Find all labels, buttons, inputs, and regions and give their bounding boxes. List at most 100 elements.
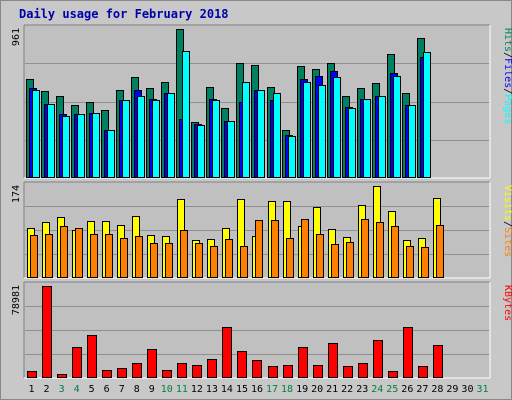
hits-panel-bar-pages-18 [288,136,296,178]
visits-panel-bar-sites-2 [45,234,53,278]
x-tick-label-27: 27 [416,384,428,395]
hits-panel-bar-pages-4 [77,114,85,178]
hits-panel-bar-pages-26 [408,105,416,178]
kbytes-panel-legend: KBytes [502,285,512,321]
x-tick-label-9: 9 [149,384,155,395]
x-tick-label-16: 16 [251,384,263,395]
visits-panel-legend-item-0: Visits [502,185,512,221]
visits-panel-bar-sites-27 [421,247,429,278]
hits-panel-bar-pages-13 [212,100,220,178]
hits-panel-bar-pages-2 [47,104,55,178]
visits-panel-legend-item-2: Sites [502,227,512,257]
visits-panel-bar-sites-11 [180,230,188,278]
hits-panel-bar-pages-20 [318,85,326,178]
kbytes-panel-bar-kbytes-2 [42,286,52,378]
x-tick-label-18: 18 [281,384,293,395]
hits-panel-legend-item-3: / [502,88,512,94]
hits-panel-legend: Hits/Files/Pages [502,28,512,124]
kbytes-panel-bar-kbytes-27 [418,366,428,378]
visits-panel-bar-sites-3 [60,226,68,278]
visits-panel-bar-sites-15 [240,246,248,278]
x-tick-label-20: 20 [311,384,323,395]
visits-panel-bar-sites-6 [105,234,113,278]
visits-panel-legend-item-1: / [502,221,512,227]
kbytes-panel-bar-kbytes-5 [87,335,97,378]
visits-panel-bar-sites-21 [331,244,339,278]
visits-panel-bar-sites-9 [150,243,158,278]
hits-panel-bar-pages-17 [273,93,281,178]
visits-panel-bar-sites-8 [135,236,143,278]
hits-panel-legend-item-0: Hits [502,28,512,52]
kbytes-panel-bar-kbytes-28 [433,345,443,378]
kbytes-panel-bar-kbytes-25 [388,371,398,378]
hits-panel-bar-pages-14 [227,121,235,178]
x-tick-label-30: 30 [461,384,473,395]
kbytes-panel-legend-item-0: KBytes [502,285,512,321]
visits-panel-bar-sites-16 [255,220,263,278]
kbytes-panel-bar-kbytes-20 [313,365,323,378]
x-tick-label-8: 8 [134,384,140,395]
kbytes-panel-bar-kbytes-10 [162,370,172,378]
x-tick-label-29: 29 [446,384,458,395]
visits-panel-bar-sites-17 [271,220,279,278]
kbytes-panel-bar-kbytes-4 [72,347,82,378]
hits-panel-bar-pages-19 [303,82,311,178]
kbytes-panel-bar-kbytes-22 [343,366,353,378]
visits-panel-bar-sites-4 [75,228,83,278]
x-tick-label-17: 17 [266,384,278,395]
kbytes-panel-bar-kbytes-26 [403,327,413,378]
hits-panel-bar-pages-6 [107,130,115,178]
x-tick-label-4: 4 [74,384,80,395]
visits-panel-max-label: 174 [11,185,22,203]
x-tick-label-1: 1 [29,384,35,395]
hits-panel-bar-pages-25 [393,76,401,178]
hits-panel-bar-pages-5 [92,113,100,178]
visits-panel-bar-sites-22 [346,242,354,278]
x-tick-label-31: 31 [476,384,488,395]
kbytes-panel-bar-kbytes-15 [237,351,247,378]
x-tick-label-12: 12 [191,384,203,395]
kbytes-panel-bar-kbytes-3 [57,374,67,378]
visits-panel-bar-sites-14 [225,239,233,278]
x-tick-label-19: 19 [296,384,308,395]
x-tick-label-22: 22 [341,384,353,395]
kbytes-panel-bar-kbytes-11 [177,363,187,378]
x-tick-label-2: 2 [44,384,50,395]
hits-panel-bar-pages-8 [137,96,145,178]
visits-panel-bar-sites-19 [301,219,309,278]
x-tick-label-6: 6 [104,384,110,395]
kbytes-panel-bar-kbytes-18 [283,365,293,378]
x-tick-label-13: 13 [206,384,218,395]
hits-panel-legend-item-2: Files [502,58,512,88]
visits-panel-bar-sites-12 [195,243,203,278]
visits-panel-bar-sites-7 [120,238,128,278]
hits-panel-bar-pages-22 [348,108,356,178]
kbytes-panel-bar-kbytes-13 [207,359,217,378]
visits-panel-bar-sites-25 [391,226,399,278]
kbytes-panel-bar-kbytes-12 [192,365,202,378]
kbytes-panel-bar-kbytes-7 [117,368,127,378]
visits-panel-bar-sites-23 [361,219,369,278]
hits-panel-bar-pages-9 [152,100,160,178]
chart-title: Daily usage for February 2018 [19,7,229,21]
x-tick-label-21: 21 [326,384,338,395]
x-tick-label-28: 28 [431,384,443,395]
visits-panel-bar-sites-24 [376,222,384,278]
x-tick-label-15: 15 [236,384,248,395]
hits-panel-bar-pages-11 [182,51,190,178]
x-tick-label-26: 26 [401,384,413,395]
hits-panel-legend-item-4: Pages [502,94,512,124]
visits-panel-bar-sites-18 [286,238,294,278]
hits-panel-bar-pages-24 [378,96,386,178]
kbytes-panel-bar-kbytes-8 [132,363,142,378]
hits-panel-bar-pages-21 [333,77,341,178]
hits-panel-bar-pages-3 [62,116,70,178]
x-tick-label-25: 25 [386,384,398,395]
hits-panel-bar-pages-15 [242,82,250,178]
kbytes-panel-bar-kbytes-9 [147,349,157,378]
visits-panel-bar-sites-5 [90,234,98,278]
visits-panel-bar-sites-10 [165,243,173,278]
x-tick-label-23: 23 [356,384,368,395]
x-tick-label-3: 3 [59,384,65,395]
